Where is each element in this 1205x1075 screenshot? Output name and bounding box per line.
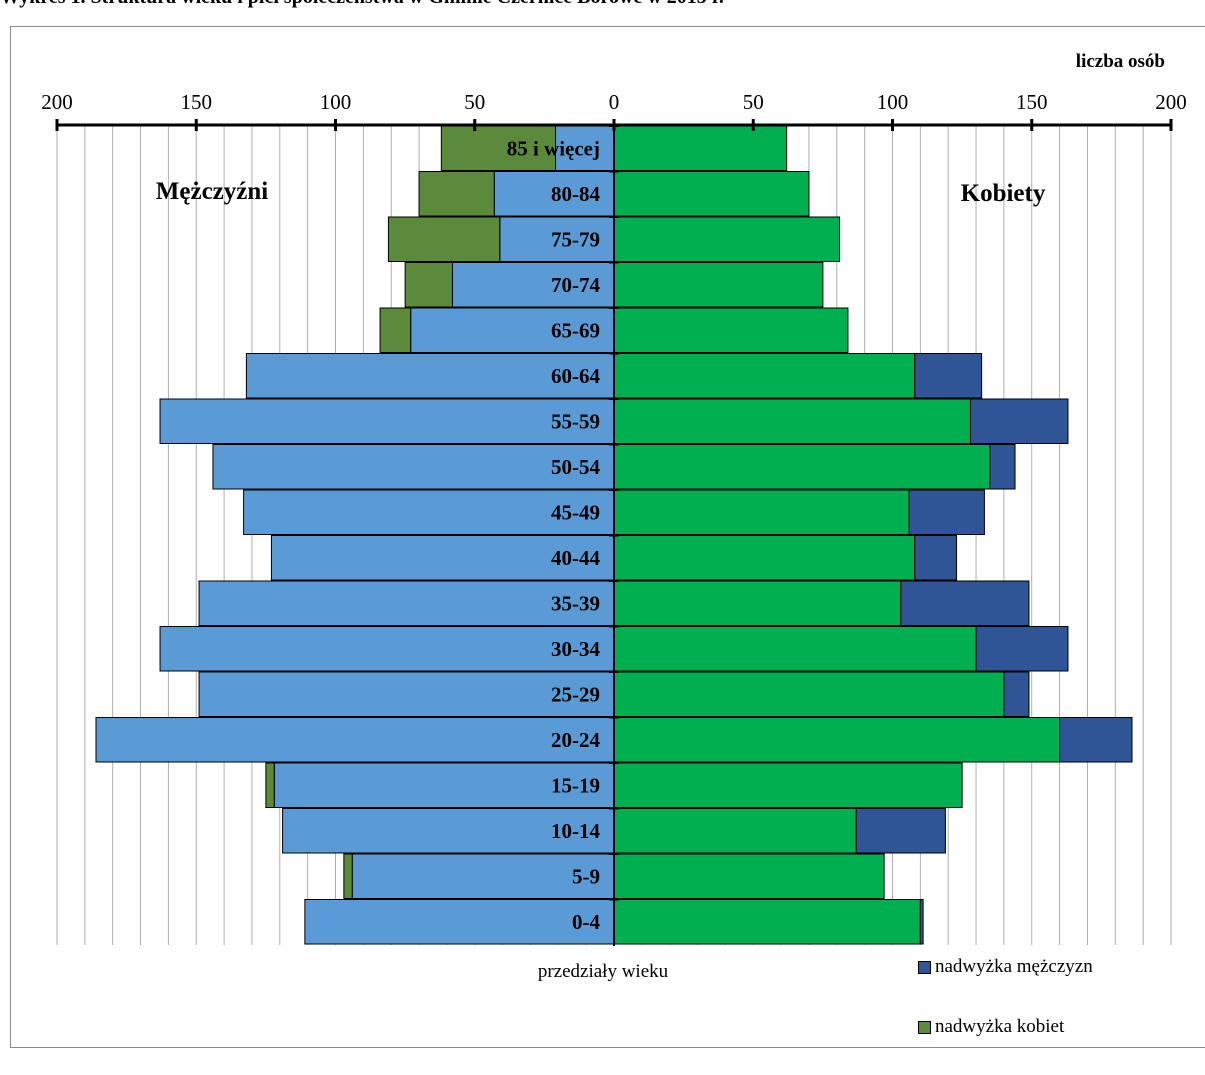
bar-right-2 (613, 853, 885, 899)
category-label: 25-29 (551, 682, 600, 706)
legend-item-female-surplus: nadwyżka kobiet (918, 1015, 1093, 1039)
chart-title: Wykres 1. Struktura wieku i płci społecz… (0, 0, 724, 9)
category-label: 10-14 (551, 819, 600, 843)
labels: 85 i więcej 80-84 75-79 70-74 65-69 60-64 55-5… (156, 51, 1165, 982)
category-label: 85 i więcej (507, 136, 600, 160)
bar-right-3 (914, 353, 983, 399)
bar-right-3 (989, 444, 1016, 490)
bar-right-2 (613, 353, 916, 399)
bar-right-3 (975, 626, 1069, 672)
bar-right-3 (908, 489, 985, 535)
category-label: 50-54 (551, 455, 600, 479)
x-tick-label: 50 (743, 90, 764, 114)
category-label: 55-59 (551, 409, 600, 433)
bar-right-2 (613, 626, 977, 672)
category-label: 75-79 (551, 227, 600, 251)
bar-right-3 (919, 899, 924, 945)
x-axis: 200 150 100 50 0 50 100 150 200 (41, 90, 1187, 946)
population-pyramid-chart: 200 150 100 50 0 50 100 150 200 85 i więcej 80-84… (41, 51, 1187, 982)
bar-right-2 (613, 216, 841, 262)
category-label: 35-39 (551, 591, 600, 615)
x-tick-label: 100 (320, 90, 352, 114)
bar-left-0 (159, 398, 615, 444)
bar-right-3 (900, 580, 1030, 626)
bar-right-3 (914, 535, 958, 581)
bar-right-2 (613, 717, 1061, 763)
legend-item-male-surplus: nadwyżka mężczyzn (918, 955, 1093, 979)
group-label-men: Mężczyźni (156, 178, 268, 205)
bar-left-1 (265, 762, 275, 808)
legend-swatch-female-surplus (918, 1020, 931, 1034)
bar-right-3 (969, 398, 1069, 444)
bar-right-2 (613, 762, 963, 808)
bar-right-2 (613, 307, 849, 353)
x-tick-label: 50 (464, 90, 485, 114)
bar-left-1 (343, 853, 353, 899)
category-label: 20-24 (551, 728, 600, 752)
bar-left-1 (379, 307, 412, 353)
bar-left-1 (404, 262, 453, 308)
bar-right-2 (613, 125, 788, 171)
x-axis-title: liczba osób (1076, 51, 1165, 72)
bar-left-0 (245, 353, 615, 399)
bar-left-0 (198, 580, 615, 626)
bar-left-1 (418, 171, 495, 217)
bar-right-3 (1059, 717, 1133, 763)
bar-right-2 (613, 171, 810, 217)
bars (95, 125, 1133, 945)
category-label: 30-34 (551, 637, 600, 661)
bar-left-0 (243, 489, 615, 535)
bar-left-0 (451, 262, 615, 308)
category-label: 0-4 (572, 910, 600, 934)
bar-right-2 (613, 580, 902, 626)
bar-left-0 (198, 671, 615, 717)
bar-right-2 (613, 262, 824, 308)
x-tick-label: 100 (877, 90, 909, 114)
category-label: 65-69 (551, 318, 600, 342)
x-tick-label: 150 (1016, 90, 1048, 114)
category-label: 60-64 (551, 364, 600, 388)
bar-left-0 (159, 626, 615, 672)
bar-right-2 (613, 899, 921, 945)
bar-left-0 (410, 307, 615, 353)
category-label: 70-74 (551, 273, 600, 297)
x-tick-label: 200 (41, 90, 73, 114)
bar-right-2 (613, 808, 857, 854)
bar-left-0 (304, 899, 615, 945)
x-tick-label: 150 (181, 90, 213, 114)
bar-left-0 (212, 444, 615, 490)
bar-right-2 (613, 489, 910, 535)
bar-left-0 (95, 717, 615, 763)
bar-right-3 (855, 808, 946, 854)
category-axis-title: przedziały wieku (538, 961, 669, 982)
bar-left-0 (273, 762, 615, 808)
bar-left-0 (493, 171, 615, 217)
x-tick-label: 0 (609, 90, 620, 114)
category-label: 45-49 (551, 500, 600, 524)
bar-right-2 (613, 398, 971, 444)
legend: nadwyżka mężczyzn nadwyżka kobiet (918, 955, 1093, 1075)
bar-left-0 (270, 535, 615, 581)
bar-right-2 (613, 535, 916, 581)
legend-label-male-surplus: nadwyżka mężczyzn (935, 956, 1093, 977)
bar-left-0 (282, 808, 615, 854)
category-label: 80-84 (551, 182, 600, 206)
legend-swatch-male-surplus (918, 960, 931, 974)
category-label: 15-19 (551, 773, 600, 797)
category-label: 40-44 (551, 546, 600, 570)
x-tick-label: 200 (1155, 90, 1187, 114)
bar-left-1 (387, 216, 501, 262)
bar-right-2 (613, 671, 1005, 717)
group-label-women: Kobiety (961, 180, 1046, 207)
legend-label-female-surplus: nadwyżka kobiet (935, 1016, 1065, 1037)
bar-right-2 (613, 444, 991, 490)
bar-left-0 (499, 216, 615, 262)
category-label: 5-9 (572, 864, 600, 888)
bar-right-3 (1003, 671, 1030, 717)
